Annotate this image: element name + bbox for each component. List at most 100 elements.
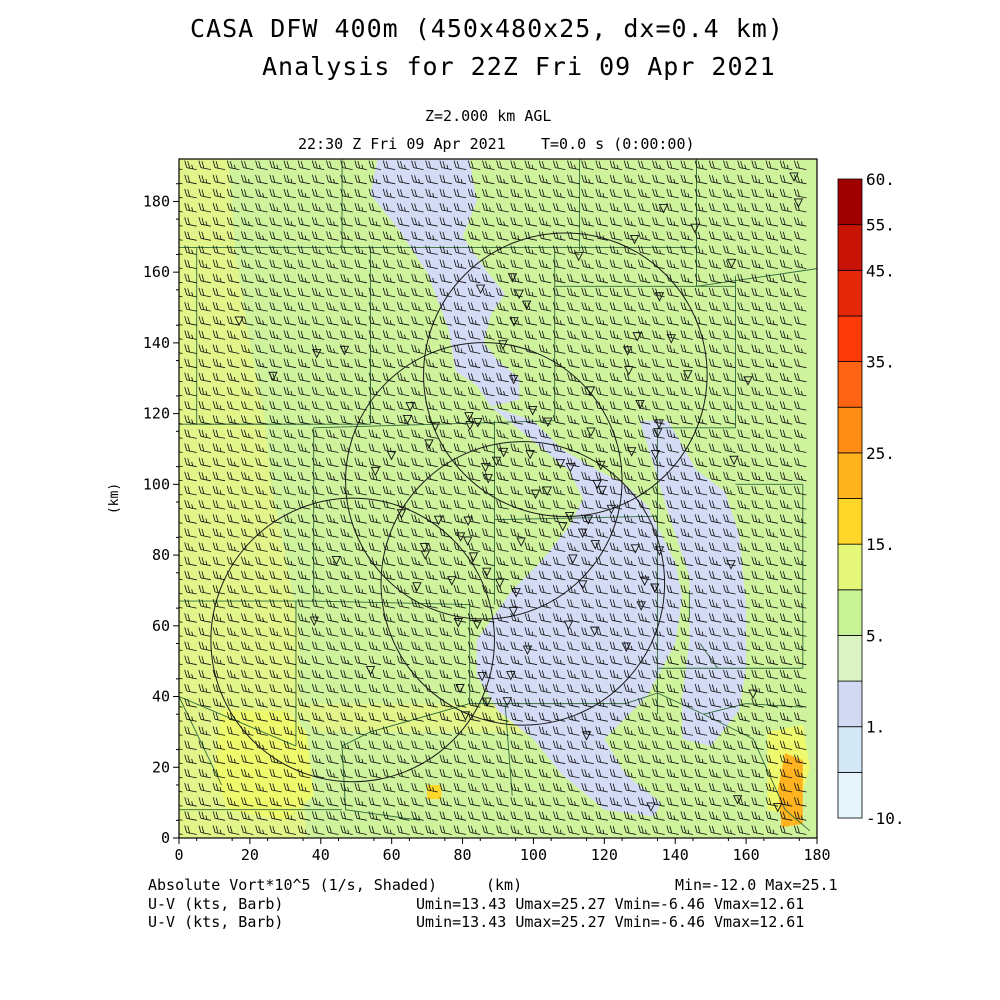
station-marker: [793, 198, 804, 208]
station-marker: [606, 504, 617, 515]
station-marker: [639, 576, 650, 587]
color-bar-label: 45.: [866, 261, 895, 280]
station-marker: [509, 317, 519, 327]
boundary-line-39: [504, 703, 513, 796]
station-marker: [586, 427, 596, 437]
station-marker: [732, 795, 743, 805]
station-marker: [530, 489, 541, 500]
boundary-line-10: [696, 268, 817, 287]
station-marker: [506, 671, 516, 681]
color-bar-label: 35.: [866, 353, 895, 372]
boundary-line-41: [703, 703, 747, 715]
color-bar-label: 1.: [866, 718, 885, 737]
y-tick-label: 60: [152, 617, 170, 635]
color-bar-cell-12: [837, 224, 863, 271]
y-tick-label: 80: [152, 546, 170, 564]
color-bar-cell-10: [837, 315, 863, 362]
station-marker: [635, 399, 645, 410]
station-marker: [268, 371, 278, 382]
boundary-line-42: [746, 703, 803, 708]
station-marker: [581, 731, 592, 741]
station-marker: [592, 479, 602, 490]
station-markers: [234, 172, 804, 813]
station-marker: [430, 421, 441, 432]
station-marker: [494, 578, 505, 589]
station-marker: [396, 509, 407, 519]
station-marker: [646, 802, 656, 812]
station-marker: [527, 406, 538, 416]
station-marker: [480, 462, 491, 473]
station-marker: [666, 334, 676, 344]
x-tick-label: 40: [312, 846, 330, 864]
station-marker: [626, 447, 637, 457]
station-marker: [650, 583, 660, 594]
station-marker: [773, 802, 783, 813]
boundary-line-16: [313, 600, 470, 606]
station-marker: [636, 601, 646, 611]
station-marker: [630, 544, 641, 554]
y-tick-label: 40: [152, 688, 170, 706]
x-tick-label: 120: [591, 846, 618, 864]
station-marker: [465, 421, 475, 431]
boundary-line-35: [370, 703, 470, 733]
x-tick-label: 0: [174, 846, 183, 864]
station-marker: [577, 528, 588, 539]
station-marker: [491, 456, 502, 467]
station-marker: [402, 414, 413, 425]
station-marker: [652, 428, 663, 438]
station-marker: [475, 284, 486, 295]
station-marker: [453, 618, 463, 628]
shaded-field-label: Absolute Vort*10^5 (1/s, Shaded): [148, 876, 437, 894]
station-marker: [234, 316, 244, 326]
station-marker: [482, 697, 492, 708]
boundary-line-33: [784, 809, 811, 832]
color-bar-cell-0: [837, 771, 863, 819]
station-marker: [412, 582, 422, 592]
y-tick-label: 120: [143, 405, 170, 423]
barb-label-1: U-V (kts, Barb): [148, 895, 284, 913]
station-marker: [498, 340, 508, 350]
y-tick-label: 140: [143, 334, 170, 352]
color-bar-cell-13: [837, 178, 863, 226]
vorticity-region-3: [214, 710, 314, 821]
x-tick-label: 180: [803, 846, 830, 864]
y-tick-label: 180: [143, 192, 170, 210]
station-marker: [522, 645, 533, 656]
station-marker: [789, 172, 799, 182]
station-marker: [629, 234, 640, 245]
color-bar-label: 60.: [866, 170, 895, 189]
range-ring-2: [380, 441, 666, 726]
station-marker: [477, 671, 487, 682]
chart-subtitle: Analysis for 22Z Fri 09 Apr 2021: [262, 52, 776, 81]
y-tick-label: 160: [143, 263, 170, 281]
station-marker: [654, 546, 665, 556]
x-tick-label: 140: [662, 846, 689, 864]
station-marker: [542, 486, 553, 496]
boundary-line-30: [657, 692, 704, 715]
boundary-line-22: [494, 515, 658, 521]
color-bar-label: 25.: [866, 444, 895, 463]
station-marker: [516, 537, 526, 547]
station-marker: [726, 258, 737, 269]
station-marker: [558, 522, 568, 532]
station-marker: [468, 552, 479, 562]
station-marker: [339, 345, 350, 356]
station-marker: [455, 532, 466, 542]
color-bar-cell-1: [837, 726, 863, 773]
y-tick-label: 100: [143, 475, 170, 493]
vorticity-region-7: [370, 159, 520, 407]
vorticity-region-2: [285, 703, 534, 732]
station-marker: [464, 412, 474, 422]
station-marker: [502, 697, 513, 707]
station-marker: [419, 543, 430, 553]
station-marker: [555, 459, 566, 469]
station-marker: [312, 348, 322, 359]
station-marker: [386, 450, 397, 461]
color-bar: -10. 1. 5. 15. 25. 35. 45. 55. 60.: [837, 170, 905, 828]
station-marker: [405, 402, 415, 412]
station-marker: [748, 689, 758, 700]
station-marker: [472, 619, 482, 630]
color-bar-cell-9: [837, 361, 863, 408]
x-tick-label: 60: [383, 846, 401, 864]
